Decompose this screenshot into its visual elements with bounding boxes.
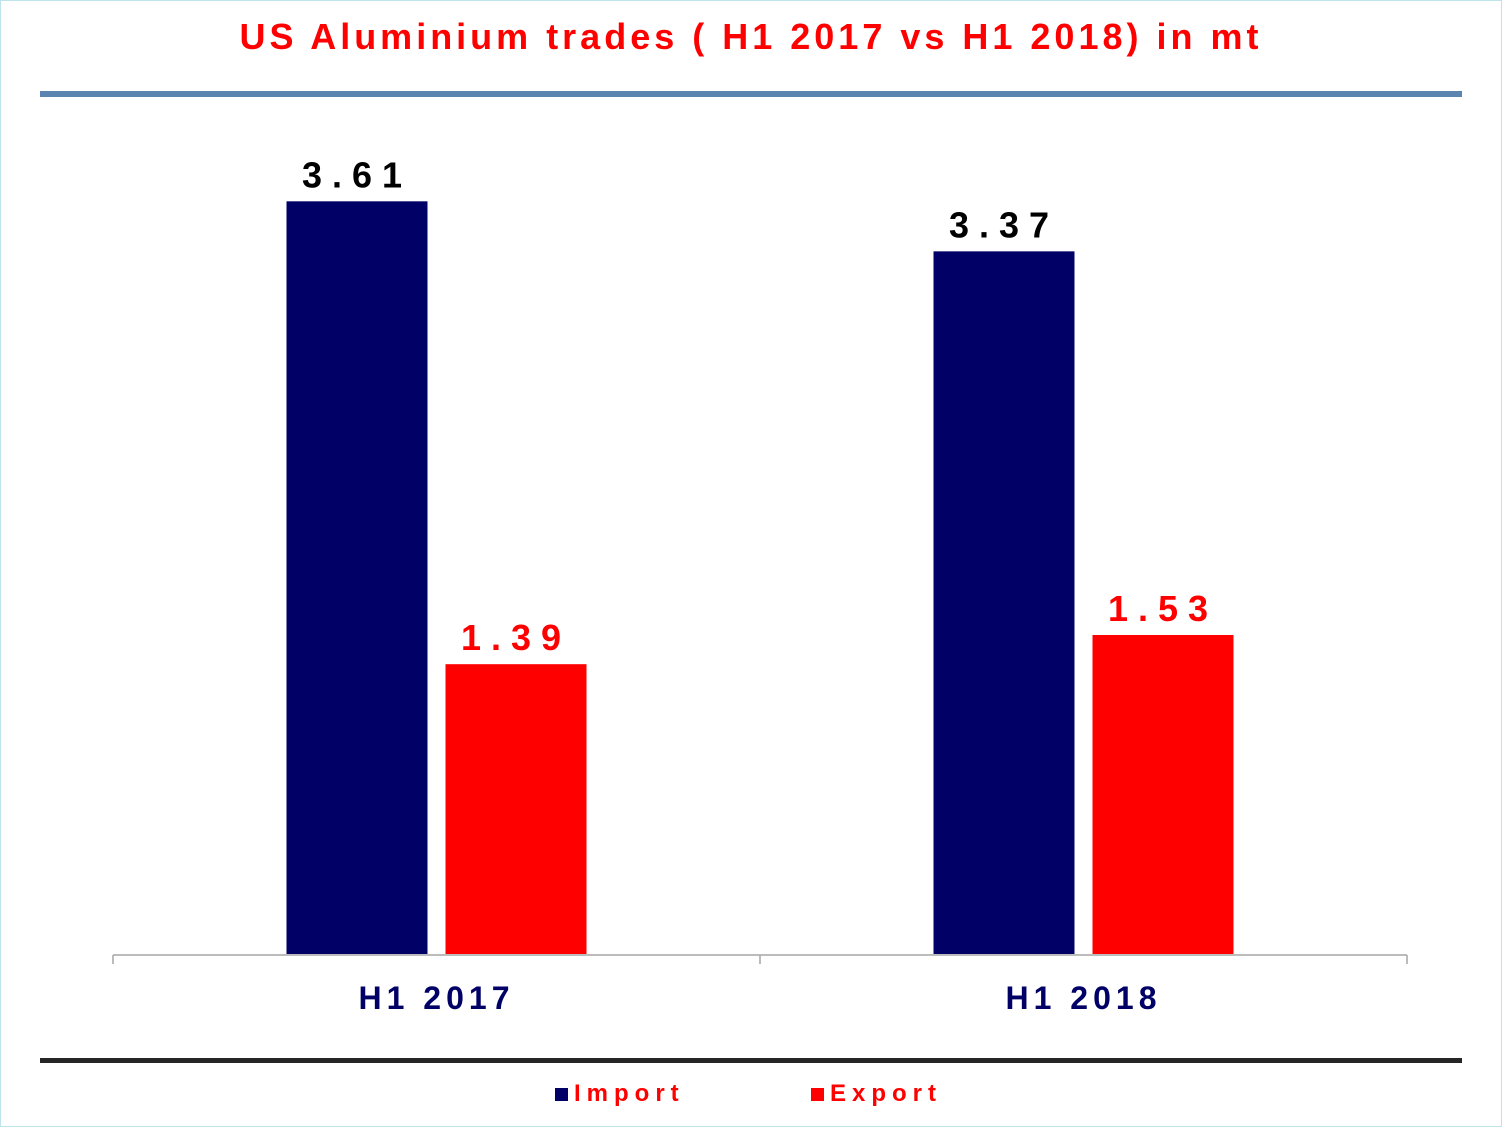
data-label-import-0: 3.61 bbox=[302, 154, 412, 195]
legend-swatch-export bbox=[811, 1087, 824, 1101]
data-label-import-1: 3.37 bbox=[949, 204, 1059, 245]
legend-swatch-import bbox=[555, 1087, 568, 1101]
legend-label-export: Export bbox=[830, 1080, 943, 1107]
legend-label-import: Import bbox=[574, 1080, 685, 1107]
data-label-export-0: 1.39 bbox=[461, 617, 571, 658]
legend-divider bbox=[40, 1058, 1462, 1063]
bar-export-1 bbox=[1092, 634, 1234, 954]
category-label: H1 2017 bbox=[359, 980, 515, 1016]
data-label-export-1: 1.53 bbox=[1108, 588, 1218, 629]
chart-title: US Aluminium trades ( H1 2017 vs H1 2018… bbox=[239, 16, 1263, 57]
legend: Import Export bbox=[0, 1080, 1502, 1110]
legend-item-export: Export bbox=[811, 1080, 942, 1108]
legend-item-import: Import bbox=[555, 1080, 685, 1108]
category-label: H1 2018 bbox=[1006, 980, 1162, 1016]
bar-export-0 bbox=[445, 664, 587, 954]
bar-import-1 bbox=[933, 251, 1075, 955]
bar-import-0 bbox=[286, 201, 428, 954]
title-divider bbox=[40, 91, 1462, 97]
